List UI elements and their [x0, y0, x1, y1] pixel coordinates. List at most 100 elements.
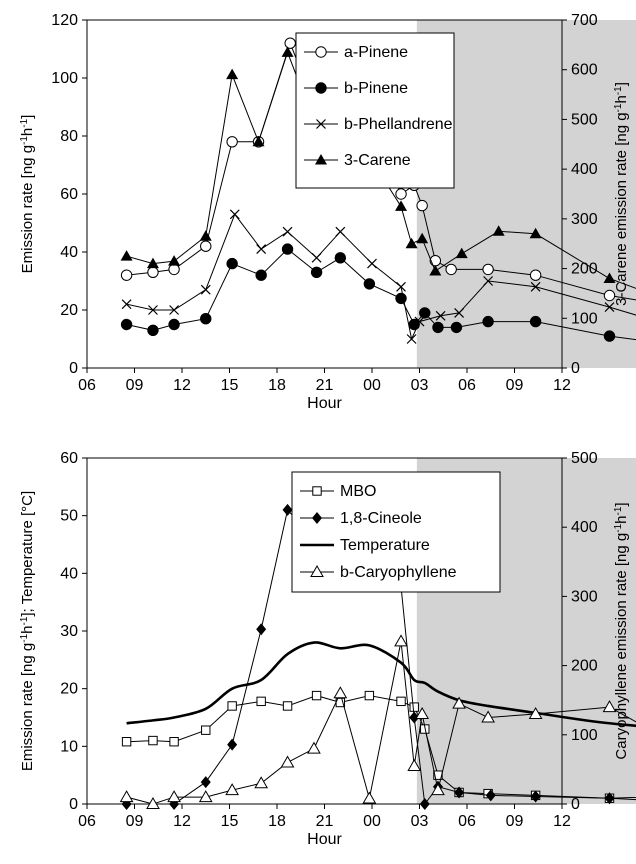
y-tick-label: 120	[51, 12, 78, 29]
data-point	[199, 230, 212, 241]
data-point	[169, 305, 180, 315]
y-tick-label: 100	[51, 70, 78, 87]
data-point	[482, 263, 494, 276]
data-point	[311, 252, 322, 263]
data-point	[119, 790, 134, 803]
y2-axis-label: 3-Carene emission rate [ng g-1h-1]	[613, 82, 631, 306]
data-point	[603, 330, 616, 342]
x-tick-label: 18	[268, 813, 286, 830]
x-tick-label: 12	[553, 813, 571, 830]
y-tick-label: 20	[60, 302, 78, 319]
data-point	[414, 316, 425, 327]
data-point	[429, 255, 442, 267]
data-point	[121, 737, 132, 747]
data-point	[256, 696, 266, 707]
data-point	[483, 276, 494, 286]
legend-marker	[312, 512, 322, 524]
y2-tick-label: 200	[571, 658, 598, 675]
series-line-b-caryophyllene	[126, 641, 636, 805]
series-b-caryophyllene	[119, 634, 636, 809]
data-point	[335, 226, 346, 237]
x-tick-label: 06	[458, 377, 476, 394]
legend-marker	[315, 46, 327, 58]
data-point	[168, 318, 180, 331]
data-point	[200, 776, 211, 789]
data-point	[311, 690, 322, 701]
data-point	[284, 37, 296, 49]
data-point	[120, 250, 133, 261]
data-point	[529, 315, 542, 328]
data-point	[395, 292, 407, 305]
data-point	[120, 269, 133, 281]
data-point	[416, 199, 428, 212]
y2-tick-label: 300	[571, 588, 598, 605]
x-tick-label: 09	[506, 813, 524, 830]
x-axis-label: Hour	[307, 395, 342, 412]
legend-marker	[315, 82, 327, 94]
x-tick-label: 06	[78, 377, 96, 394]
emission-chart-top: 06 09 12 15 18 21 00 03 06 09 12 Hour 0 20 40 60 80 100 12…	[19, 12, 636, 412]
data-point	[227, 701, 237, 711]
data-point	[396, 696, 406, 707]
y-tick-label: 30	[60, 623, 78, 640]
data-point	[406, 334, 417, 344]
data-point	[146, 796, 160, 809]
data-point	[455, 247, 468, 259]
emission-chart-bottom: 06 09 12 15 18 21 00 03 06 09 12 Hour 0 10 20 30 40 50 60 0…	[19, 450, 636, 848]
legend-label: b-Pinene	[344, 80, 408, 97]
y2-tick-label: 500	[571, 450, 598, 467]
data-point	[454, 786, 465, 799]
data-point	[310, 266, 323, 278]
y2-tick-label: 500	[571, 111, 598, 128]
data-point	[529, 227, 542, 239]
data-point	[530, 281, 541, 292]
data-point	[255, 269, 267, 281]
series-line-3-carene	[126, 50, 636, 289]
series-line-b-phellandrene	[126, 213, 636, 341]
data-point	[394, 634, 408, 647]
x-tick-label: 06	[458, 813, 476, 830]
data-point	[604, 302, 615, 313]
data-point	[226, 257, 238, 270]
y2-tick-label: 600	[571, 62, 598, 79]
series-b-phellandrene	[121, 209, 636, 344]
data-point	[367, 258, 377, 269]
legend-label: a-Pinene	[344, 44, 408, 61]
y2-tick-label: 400	[571, 519, 598, 536]
y-tick-label: 20	[60, 681, 78, 698]
x-tick-label: 09	[126, 377, 144, 394]
x-tick-label: 00	[363, 377, 381, 394]
data-point	[485, 789, 496, 802]
x-tick-label: 18	[268, 377, 286, 394]
x-tick-label: 03	[411, 813, 429, 830]
x-tick-label: 21	[316, 813, 334, 830]
y2-tick-label: 100	[571, 727, 598, 744]
data-point	[395, 200, 408, 211]
y2-tick-label: 300	[571, 211, 598, 228]
legend-label: b-Phellandrene	[344, 116, 453, 133]
data-point	[146, 257, 159, 269]
legend-label: Temperature	[340, 537, 430, 554]
data-point	[482, 315, 494, 328]
data-point	[256, 244, 267, 255]
data-point	[148, 735, 158, 746]
data-point	[492, 225, 505, 236]
x-tick-label: 12	[173, 813, 191, 830]
legend-marker	[315, 154, 327, 165]
data-point	[282, 701, 293, 711]
y2-tick-label: 200	[571, 261, 598, 278]
data-point	[481, 710, 495, 723]
data-point	[432, 321, 444, 334]
data-point	[363, 278, 376, 290]
legend-label: b-Caryophyllene	[340, 564, 457, 581]
y-tick-label: 50	[60, 508, 78, 525]
data-point	[454, 307, 465, 318]
data-point	[168, 255, 181, 266]
data-point	[200, 240, 212, 252]
data-point	[254, 776, 269, 789]
data-point	[433, 770, 443, 780]
y2-tick-label: 0	[571, 360, 580, 377]
data-point	[225, 783, 240, 796]
data-point	[147, 266, 159, 278]
